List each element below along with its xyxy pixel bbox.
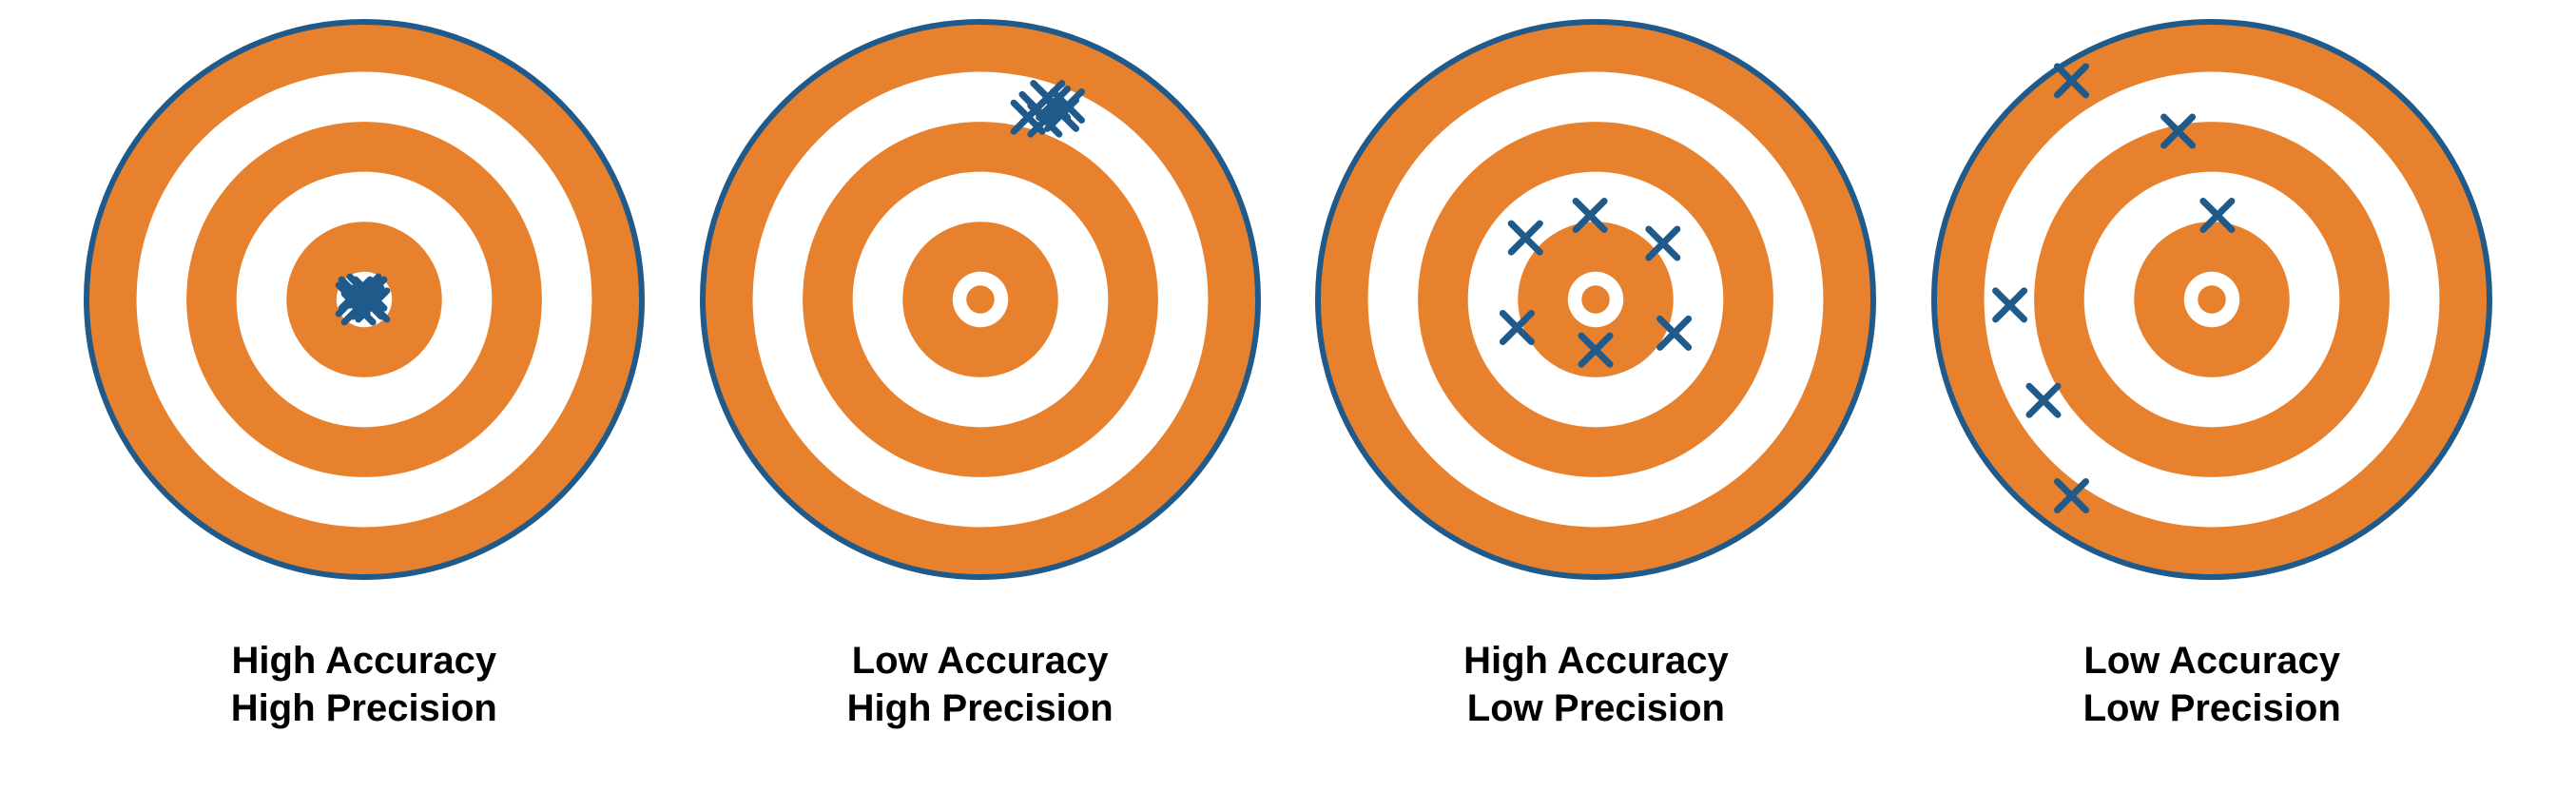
target-low-acc-high-prec — [700, 19, 1261, 580]
panel-low-acc-high-prec: Low AccuracyHigh Precision — [700, 19, 1261, 732]
caption-line: Low Precision — [1463, 685, 1729, 732]
target-high-acc-low-prec — [1315, 19, 1876, 580]
panel-low-acc-low-prec: Low AccuracyLow Precision — [1931, 19, 2492, 732]
target-low-acc-low-prec — [1931, 19, 2492, 580]
caption-line: Low Accuracy — [847, 637, 1114, 685]
caption-line: Low Precision — [2083, 685, 2341, 732]
caption-line: High Accuracy — [231, 637, 497, 685]
panel-high-acc-low-prec: High AccuracyLow Precision — [1315, 19, 1876, 732]
caption-low-acc-low-prec: Low AccuracyLow Precision — [2083, 637, 2341, 732]
caption-line: High Precision — [847, 685, 1114, 732]
caption-high-acc-high-prec: High AccuracyHigh Precision — [231, 637, 497, 732]
target-high-acc-high-prec — [84, 19, 645, 580]
caption-high-acc-low-prec: High AccuracyLow Precision — [1463, 637, 1729, 732]
panel-high-acc-high-prec: High AccuracyHigh Precision — [84, 19, 645, 732]
caption-low-acc-high-prec: Low AccuracyHigh Precision — [847, 637, 1114, 732]
accuracy-precision-figure: High AccuracyHigh PrecisionLow AccuracyH… — [0, 0, 2576, 810]
caption-line: High Accuracy — [1463, 637, 1729, 685]
caption-line: High Precision — [231, 685, 497, 732]
caption-line: Low Accuracy — [2083, 637, 2341, 685]
